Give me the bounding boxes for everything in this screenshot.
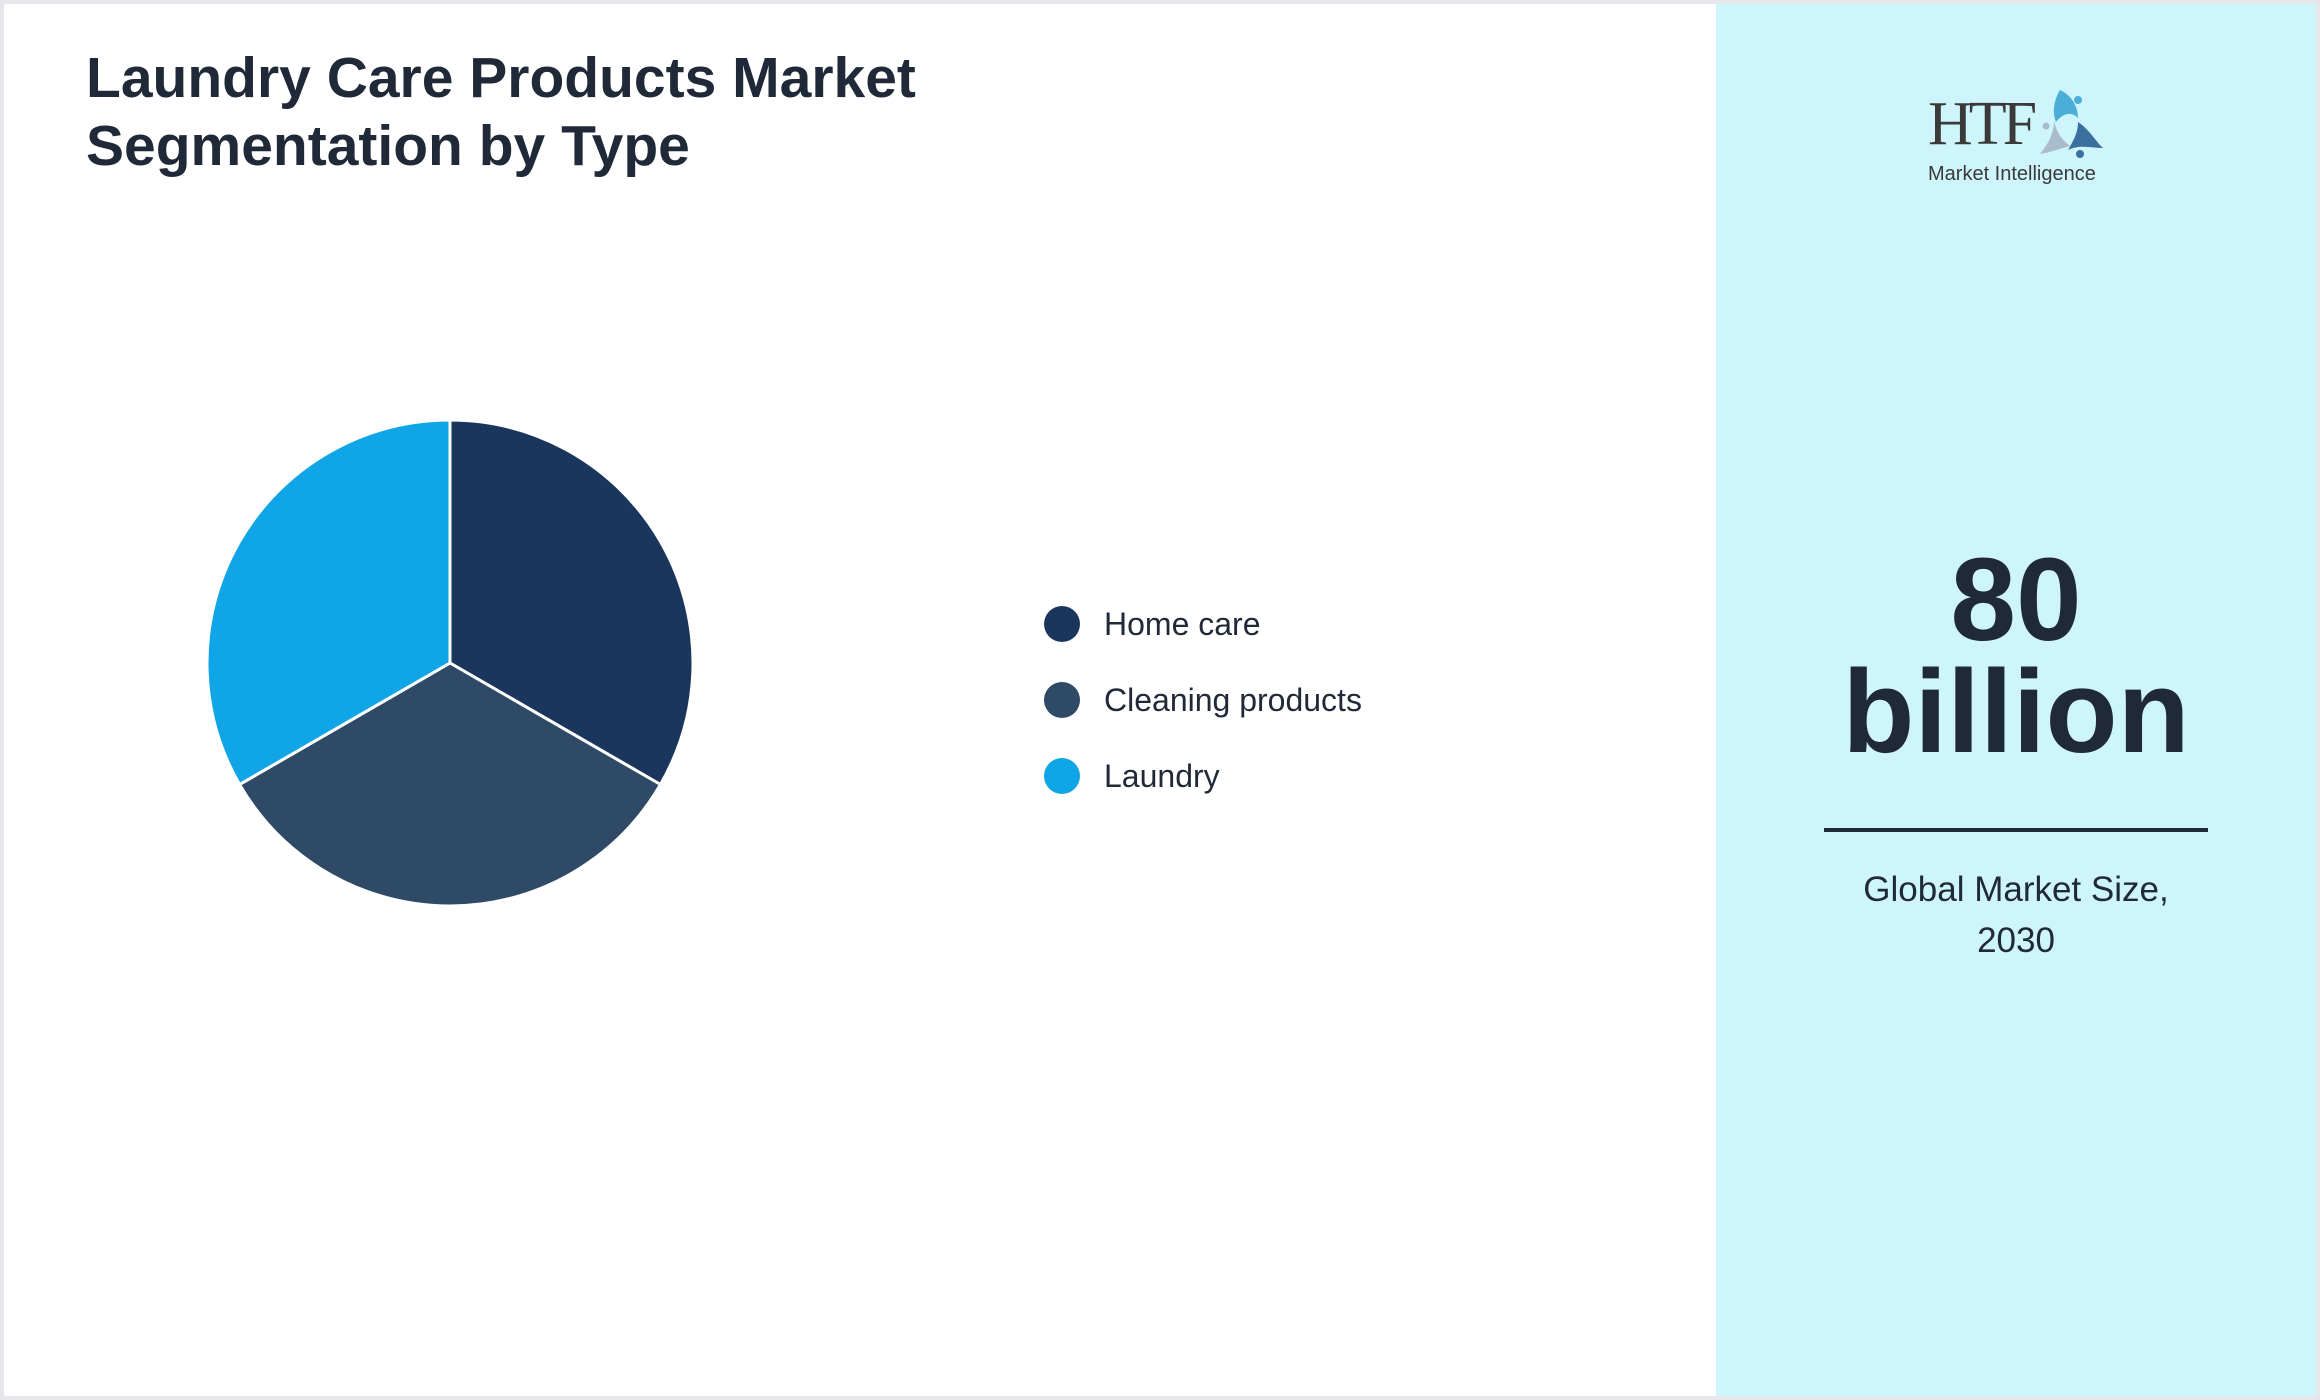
pie-slice-cleaning-products xyxy=(237,661,663,908)
legend-item-home-care: Home care xyxy=(1044,606,1362,642)
market-size-caption: Global Market Size, 2030 xyxy=(1716,864,2316,966)
chart-legend: Home care Cleaning products Laundry xyxy=(1044,606,1362,834)
legend-item-laundry: Laundry xyxy=(1044,758,1362,794)
market-size-number: 80 xyxy=(1950,534,2082,666)
pie-slice-laundry xyxy=(205,418,452,787)
pie-chart xyxy=(205,418,695,908)
legend-label: Home care xyxy=(1104,605,1261,642)
pie-slice-home-care xyxy=(448,418,695,787)
logo-swirl-icon xyxy=(2040,90,2103,158)
divider xyxy=(1824,828,2208,832)
market-size-value: 80 billion xyxy=(1716,534,2316,778)
legend-swatch-icon xyxy=(1044,606,1080,642)
legend-swatch-icon xyxy=(1044,758,1080,794)
legend-swatch-icon xyxy=(1044,682,1080,718)
title-line-2: Segmentation by Type xyxy=(86,114,690,178)
page-title: Laundry Care Products Market Segmentatio… xyxy=(86,44,1086,180)
market-size-unit: billion xyxy=(1842,646,2190,778)
logo-tagline: Market Intelligence xyxy=(1928,163,2096,185)
caption-line-1: Global Market Size, xyxy=(1863,870,2169,909)
legend-label: Cleaning products xyxy=(1104,681,1362,718)
legend-label: Laundry xyxy=(1104,757,1220,794)
legend-item-cleaning-products: Cleaning products xyxy=(1044,682,1362,718)
infographic-card: Laundry Care Products Market Segmentatio… xyxy=(4,4,2316,1396)
logo-brand: HTF xyxy=(1928,90,2036,158)
title-line-1: Laundry Care Products Market xyxy=(86,46,916,110)
market-size-panel: HTF Market Intelligence 80 billion Globa… xyxy=(1716,4,2316,1396)
htf-logo: HTF Market Intelligence xyxy=(1928,90,2103,185)
caption-line-2: 2030 xyxy=(1977,921,2055,960)
